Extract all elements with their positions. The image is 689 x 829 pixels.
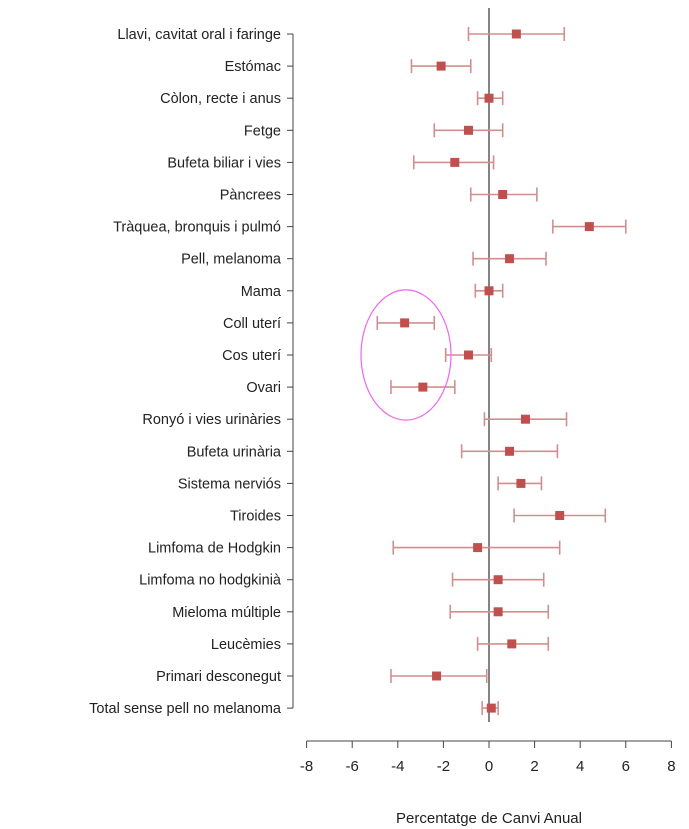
row-label: Primari desconegut xyxy=(156,669,281,685)
x-tick-label: -6 xyxy=(346,758,359,775)
x-tick-label: 6 xyxy=(622,758,630,775)
estimate-marker xyxy=(516,478,526,488)
estimate-marker xyxy=(511,29,521,39)
row-label: Bufeta biliar i vies xyxy=(167,155,281,171)
estimate-marker xyxy=(484,93,494,103)
estimate-marker xyxy=(484,286,494,296)
row-label: Ovari xyxy=(246,380,281,396)
row-label: Estómac xyxy=(225,59,281,75)
x-tick-label: 4 xyxy=(576,758,584,775)
row-label: Llavi, cavitat oral i faringe xyxy=(117,27,281,43)
row-label: Mama xyxy=(241,284,282,300)
x-tick-label: 2 xyxy=(530,758,538,775)
row-labels: Llavi, cavitat oral i faringe Estómac Còlo… xyxy=(89,27,282,717)
row-label: Fetge xyxy=(244,123,281,139)
estimate-marker xyxy=(507,639,517,649)
x-tick-label: -4 xyxy=(391,758,404,775)
estimate-markers xyxy=(400,29,594,713)
estimate-marker xyxy=(486,703,496,713)
row-label: Pell, melanoma xyxy=(181,252,282,268)
row-label: Limfoma no hodgkinià xyxy=(139,573,282,589)
estimate-marker xyxy=(436,61,446,71)
row-label: Coll uterí xyxy=(223,316,281,332)
row-label: Tiroides xyxy=(230,509,281,525)
estimate-marker xyxy=(450,157,460,167)
highlight-ellipse xyxy=(360,289,452,421)
estimate-marker xyxy=(520,414,530,424)
estimate-marker xyxy=(400,318,410,328)
y-axis xyxy=(287,33,294,709)
estimate-marker xyxy=(498,190,508,199)
estimate-marker xyxy=(432,671,442,681)
row-label: Còlon, recte i anus xyxy=(160,91,281,107)
row-label: Total sense pell no melanoma xyxy=(89,701,282,717)
row-label: Leucèmies xyxy=(211,637,281,653)
row-label: Limfoma de Hodgkin xyxy=(148,541,281,557)
x-tick-label: -8 xyxy=(300,758,313,775)
estimate-marker xyxy=(463,125,473,135)
estimate-marker xyxy=(493,607,503,617)
row-label: Mieloma múltiple xyxy=(172,605,281,621)
estimate-marker xyxy=(505,254,515,264)
estimate-marker xyxy=(493,575,503,585)
estimate-marker xyxy=(555,511,565,520)
row-label: Tràquea, bronquis i pulmó xyxy=(113,220,281,236)
x-tick-label: 0 xyxy=(485,758,493,775)
row-label: Cos uterí xyxy=(222,348,281,364)
x-axis-label: Percentatge de Canvi Anual xyxy=(396,810,582,827)
estimate-marker xyxy=(505,446,515,456)
estimate-marker xyxy=(473,543,483,553)
x-tick-label: -2 xyxy=(437,758,450,775)
x-tick-label: 8 xyxy=(667,758,675,775)
row-label: Bufeta urinària xyxy=(187,444,282,460)
estimate-marker xyxy=(463,350,473,360)
row-label: Pàncrees xyxy=(220,188,281,204)
x-axis: -8 -6 -4 -2 0 2 4 6 8 xyxy=(300,740,676,775)
estimate-marker xyxy=(418,382,428,392)
row-label: Sistema nerviós xyxy=(178,476,281,492)
estimate-marker xyxy=(584,222,594,232)
row-label: Ronyó i vies urinàries xyxy=(142,412,281,428)
